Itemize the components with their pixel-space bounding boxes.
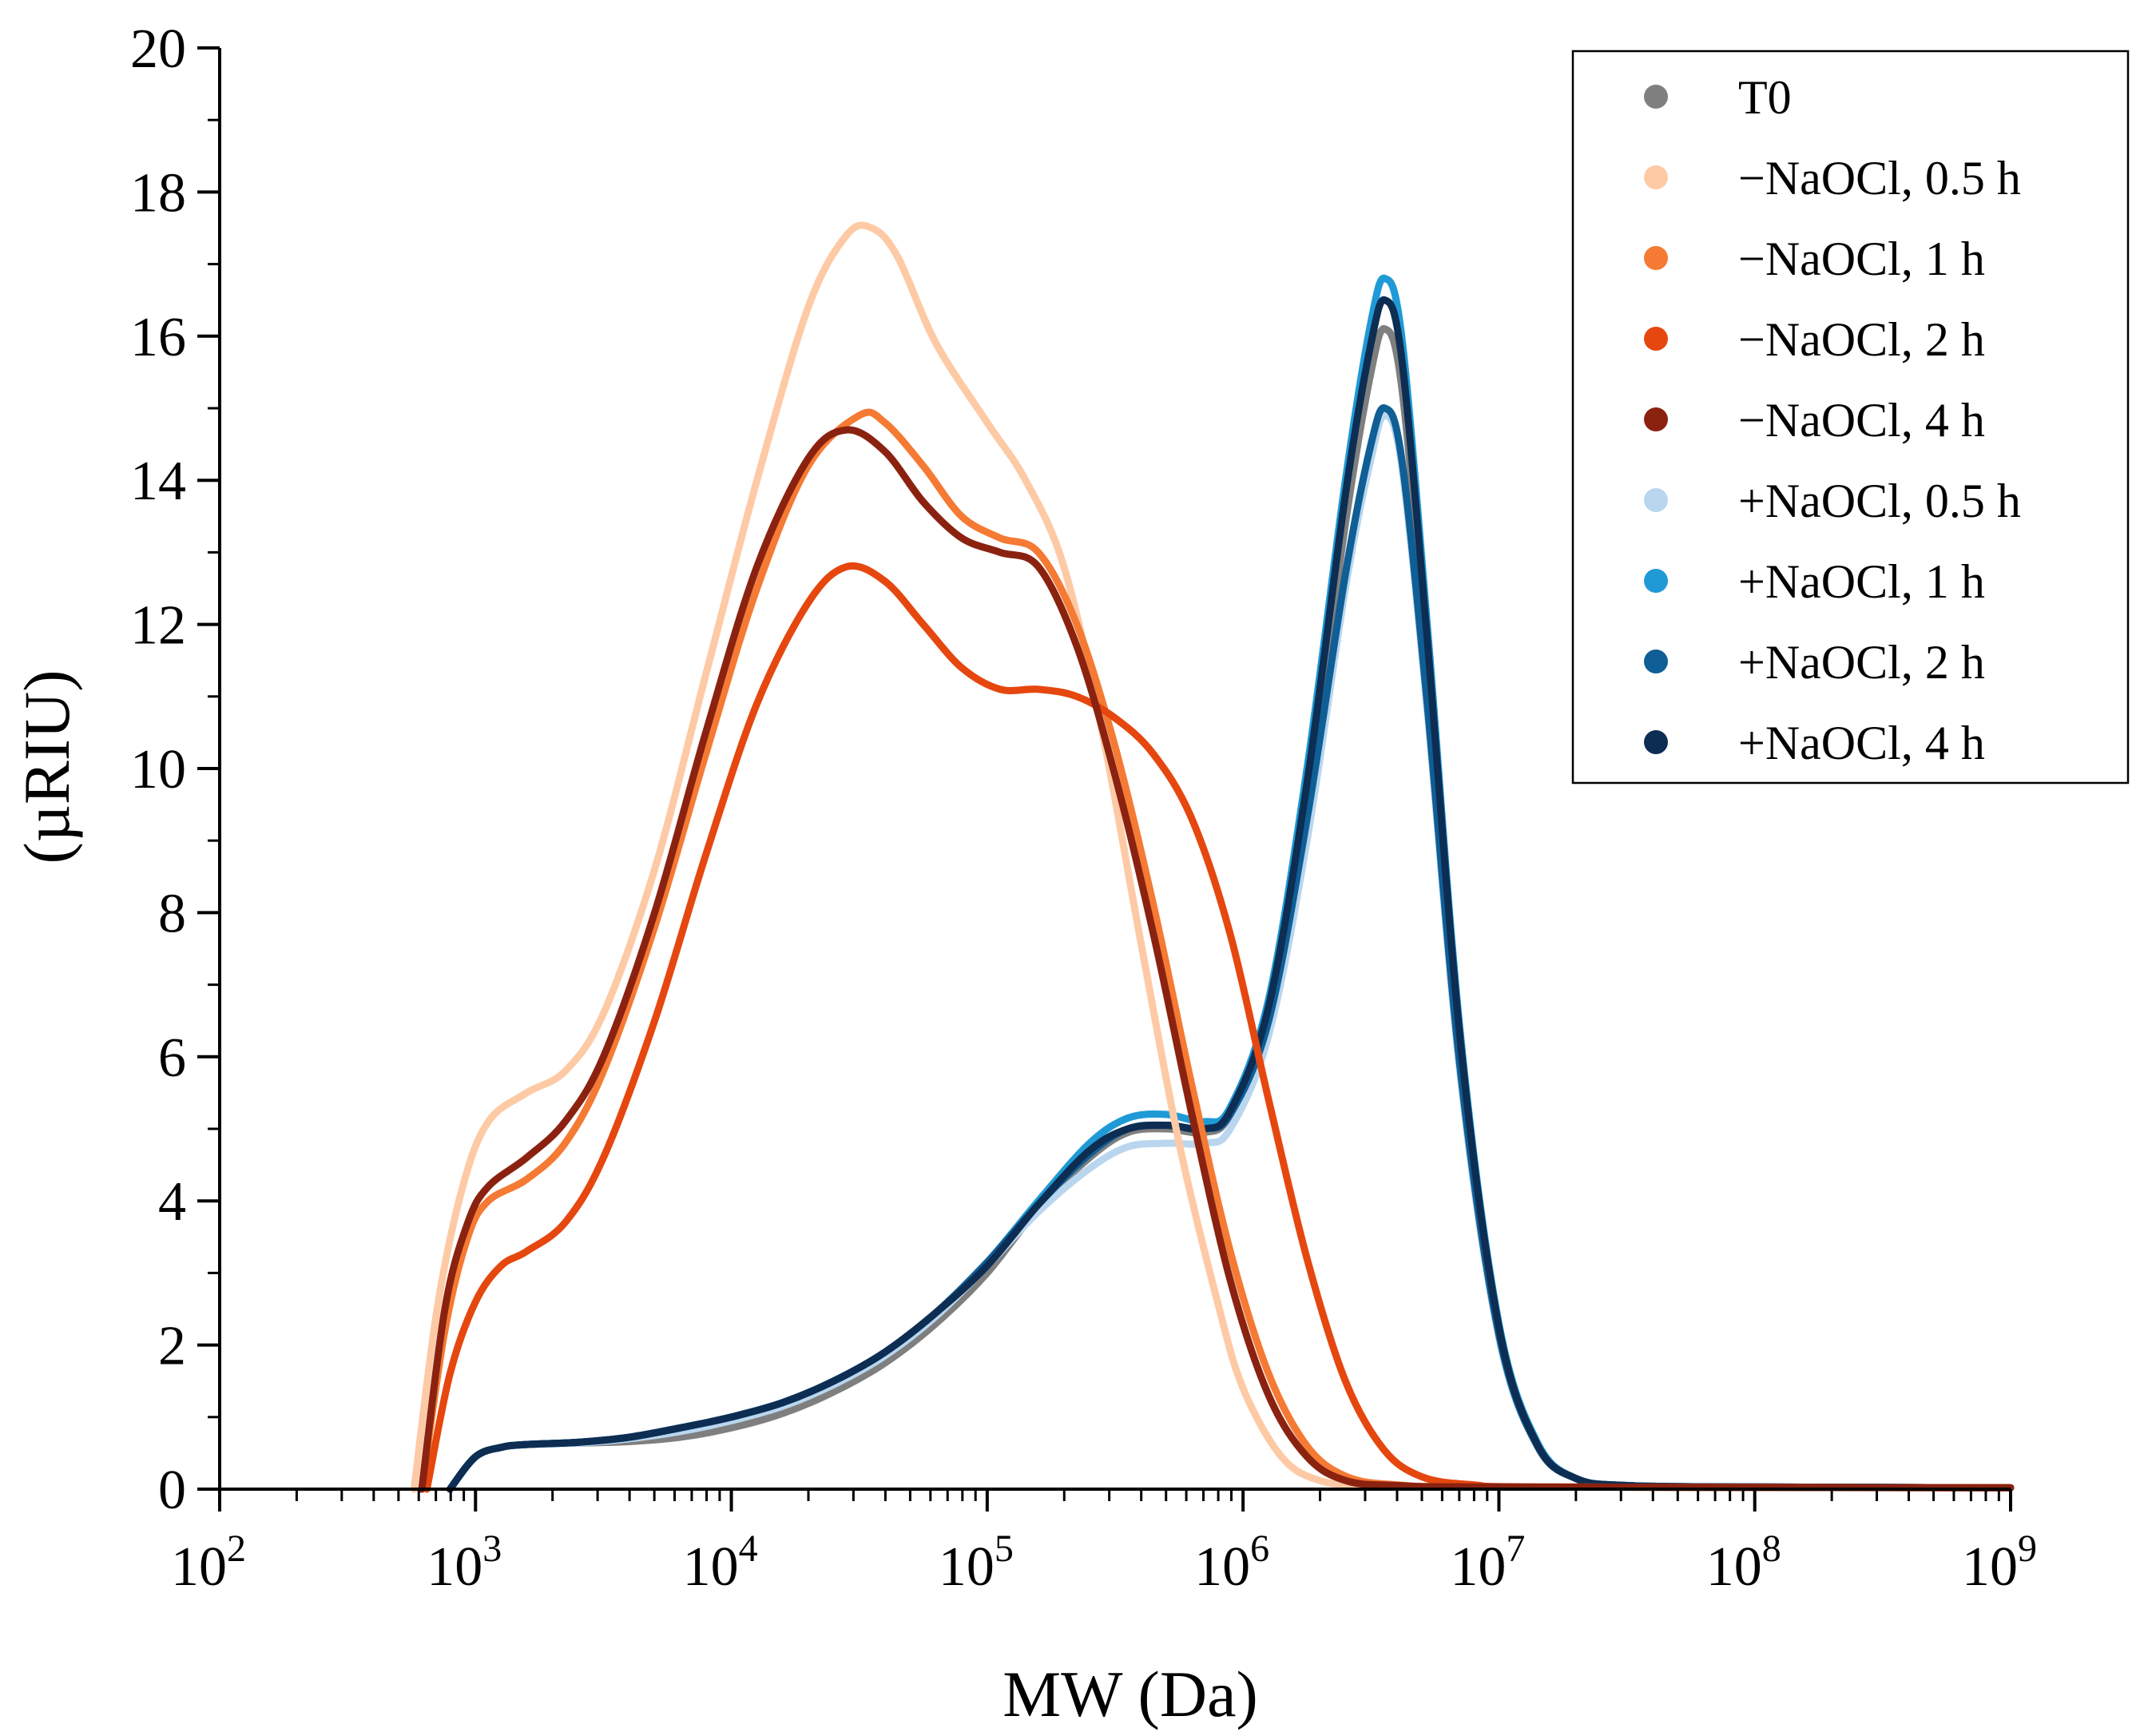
y-tick-label: 0 <box>158 1460 186 1521</box>
y-tick-label: 6 <box>158 1027 186 1089</box>
series-line-naocl-1-h <box>418 408 2015 1493</box>
legend: T0 −NaOCl, 0.5 h −NaOCl, 1 h −NaOCl, 2 h −Na… <box>1571 50 2130 785</box>
legend-marker <box>1644 730 1668 754</box>
legend-label: +NaOCl, 1 h <box>1738 555 1985 608</box>
legend-label: +NaOCl, 4 h <box>1738 717 1985 769</box>
y-tick-label: 14 <box>130 451 186 512</box>
x-axis-title: MW (Da) <box>1003 1658 1258 1730</box>
x-tick-label: 107 <box>1450 1527 1525 1598</box>
x-tick-label: 108 <box>1706 1527 1781 1598</box>
legend-marker <box>1644 650 1668 673</box>
legend-label: +NaOCl, 0.5 h <box>1738 475 2021 527</box>
x-tick-label: 105 <box>939 1527 1014 1598</box>
y-tick-label: 10 <box>130 739 186 800</box>
legend-label: T0 <box>1738 71 1792 124</box>
axes-layer: 0 2 4 6 8 10 12 14 16 18 20 102 103 104 105 106 107 108 10… <box>130 18 2037 1598</box>
legend-marker <box>1644 165 1668 189</box>
y-tick-label: 2 <box>158 1316 186 1377</box>
y-tick-label: 8 <box>158 883 186 944</box>
legend-label: −NaOCl, 1 h <box>1738 232 1985 285</box>
x-tick-label: 104 <box>683 1527 758 1598</box>
legend-label: −NaOCl, 0.5 h <box>1738 152 2021 205</box>
series-layer <box>410 221 2015 1493</box>
x-tick-label: 103 <box>427 1527 502 1598</box>
series-line-naocl-0-5-h <box>410 221 2015 1493</box>
x-tick-label: 109 <box>1962 1527 2037 1598</box>
legend-marker <box>1644 327 1668 351</box>
legend-marker <box>1644 246 1668 270</box>
legend-marker <box>1644 407 1668 431</box>
legend-label: +NaOCl, 2 h <box>1738 636 1985 689</box>
legend-label: −NaOCl, 4 h <box>1738 394 1985 447</box>
y-axis-title: (µRIU) <box>10 669 83 864</box>
legend-label: −NaOCl, 2 h <box>1738 313 1985 366</box>
series-line-naocl-4-h <box>418 426 2015 1493</box>
y-tick-label: 4 <box>158 1171 186 1233</box>
y-tick-label: 16 <box>130 307 186 368</box>
series-line-naocl-4-h <box>446 296 2015 1493</box>
legend-marker <box>1644 569 1668 593</box>
x-tick-label: 102 <box>171 1527 246 1598</box>
series-line-naocl-2-h <box>423 562 2015 1493</box>
x-tick-label: 106 <box>1194 1527 1269 1598</box>
y-tick-label: 12 <box>130 595 186 657</box>
y-tick-label: 18 <box>130 162 186 224</box>
legend-marker <box>1644 85 1668 109</box>
legend-marker <box>1644 488 1668 512</box>
y-tick-label: 20 <box>130 18 186 80</box>
